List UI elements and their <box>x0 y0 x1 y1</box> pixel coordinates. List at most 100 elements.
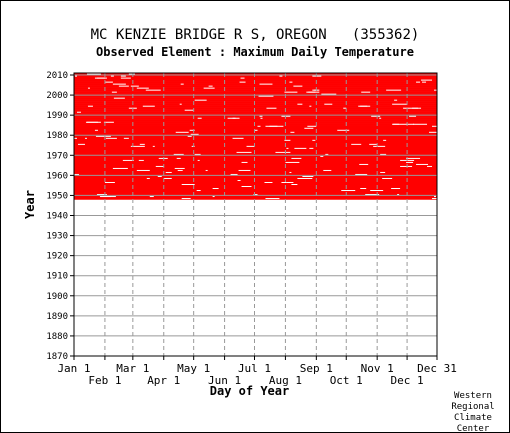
missing-gap <box>237 179 241 181</box>
missing-gap <box>324 103 333 105</box>
missing-gap <box>434 196 437 198</box>
missing-gap <box>427 165 433 167</box>
missing-gap <box>421 79 433 81</box>
missing-gap <box>382 177 393 179</box>
x-tick-label: Oct 1 <box>330 374 363 387</box>
x-tick-label: May 1 <box>177 362 210 375</box>
data-row <box>74 91 437 94</box>
data-row <box>74 151 437 154</box>
data-row <box>74 189 437 192</box>
data-row <box>74 73 437 76</box>
missing-gap <box>284 139 291 141</box>
missing-gap <box>120 75 126 77</box>
data-row <box>74 95 437 98</box>
missing-gap <box>266 107 277 109</box>
missing-gap <box>320 155 324 157</box>
y-tick-label: 1970 <box>46 151 68 161</box>
missing-gap <box>359 163 369 165</box>
missing-gap <box>265 125 278 127</box>
x-axis-label: Day of Year <box>210 384 289 398</box>
data-row <box>74 85 437 88</box>
missing-gap <box>279 75 283 77</box>
missing-gap <box>165 171 172 173</box>
y-tick-label: 1930 <box>46 232 68 242</box>
missing-gap <box>297 103 303 105</box>
missing-gap <box>293 85 303 87</box>
missing-gap <box>294 147 307 149</box>
data-row <box>74 183 437 186</box>
missing-gap <box>379 117 382 119</box>
x-tick-label: Dec 1 <box>391 374 424 387</box>
missing-gap <box>409 115 417 117</box>
missing-gap <box>94 129 98 131</box>
x-tick-label: Jun 1 <box>208 374 241 387</box>
data-row <box>74 83 437 86</box>
missing-gap <box>281 181 287 183</box>
x-tick-label: Jul 1 <box>238 362 271 375</box>
missing-gap <box>286 147 289 149</box>
missing-gap <box>96 77 107 79</box>
missing-gap <box>406 157 421 159</box>
missing-gap <box>157 175 162 177</box>
x-tick-label: Nov 1 <box>361 362 394 375</box>
missing-gap <box>337 129 350 131</box>
missing-gap <box>391 188 401 190</box>
missing-gap <box>429 131 440 133</box>
data-row <box>74 89 437 92</box>
missing-gap <box>434 89 444 91</box>
missing-gap <box>96 194 107 196</box>
x-tick-label: Apr 1 <box>147 374 180 387</box>
credit-line: Center <box>456 424 490 433</box>
missing-gap <box>112 167 128 169</box>
data-row <box>74 77 437 80</box>
y-tick-label: 2010 <box>46 71 68 81</box>
missing-gap <box>265 198 280 200</box>
missing-gap <box>104 81 113 83</box>
missing-gap <box>175 131 189 133</box>
missing-gap <box>413 123 428 125</box>
data-row <box>74 125 437 128</box>
y-axis-label: Year <box>23 190 37 219</box>
missing-gap <box>284 91 298 93</box>
data-row <box>74 153 437 156</box>
missing-gap <box>361 91 371 93</box>
missing-gap <box>176 157 181 159</box>
missing-gap <box>392 103 408 105</box>
missing-gap <box>95 135 111 137</box>
missing-gap <box>110 75 114 77</box>
credit-line: Regional <box>451 402 495 412</box>
missing-gap <box>238 169 251 171</box>
missing-gap <box>406 161 414 163</box>
missing-gap <box>254 129 258 131</box>
missing-gap <box>360 188 367 190</box>
missing-gap <box>173 153 184 155</box>
missing-gap <box>275 151 291 153</box>
data-row <box>74 87 437 90</box>
y-tick-label: 1910 <box>46 272 68 282</box>
x-tick-label: Sep 1 <box>300 362 333 375</box>
missing-gap <box>181 183 195 185</box>
data-row <box>74 137 437 140</box>
missing-gap <box>286 181 294 183</box>
missing-gap <box>241 185 252 187</box>
data-row <box>74 191 437 194</box>
missing-gap <box>212 188 219 190</box>
missing-gap <box>104 181 115 183</box>
missing-gap <box>76 111 81 113</box>
missing-gap <box>122 159 134 161</box>
data-row <box>74 163 437 166</box>
data-row <box>74 171 437 174</box>
missing-gap <box>323 169 332 171</box>
data-row <box>74 107 437 110</box>
missing-gap <box>343 190 346 192</box>
y-tick-label: 1950 <box>46 191 68 201</box>
missing-gap <box>259 115 263 117</box>
data-row <box>74 179 437 182</box>
missing-gap <box>394 99 398 101</box>
data-row <box>74 133 437 136</box>
y-tick-label: 1940 <box>46 212 68 222</box>
missing-gap <box>321 93 337 95</box>
missing-gap <box>289 81 293 83</box>
missing-gap <box>257 125 261 127</box>
